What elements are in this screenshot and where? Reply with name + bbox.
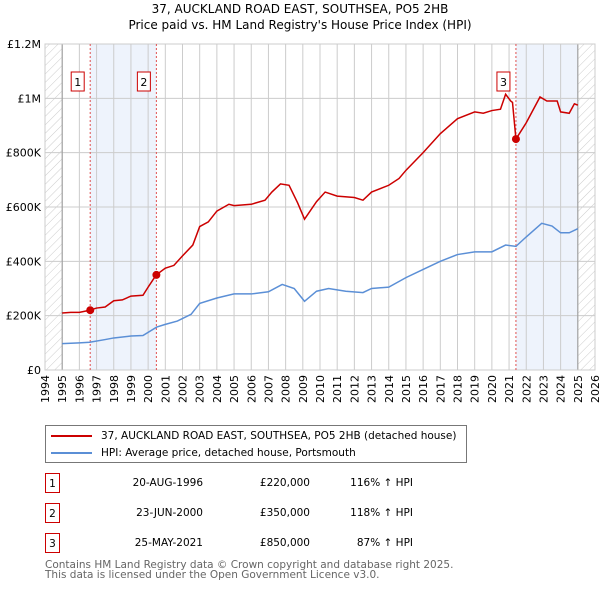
y-tick-label: £800K [6, 147, 42, 160]
x-tick-label: 2017 [434, 375, 447, 403]
sale-badge [136, 71, 151, 92]
property-price-line [62, 92, 579, 314]
plot-frame [44, 43, 596, 371]
sale-price: £350,000 [259, 507, 310, 519]
x-tick-label: 2013 [366, 375, 379, 403]
sale-date: 23-JUN-2000 [136, 507, 203, 519]
x-tick-label: 2016 [417, 375, 430, 403]
chart-subtitle: Price paid vs. HM Land Registry's House … [128, 18, 472, 32]
x-tick-label: 2009 [297, 375, 310, 403]
y-tick-label: £1.2M [7, 38, 41, 51]
sale-marker-label: 1 [45, 473, 60, 493]
sale-badge [70, 71, 85, 92]
sale-date: 25-MAY-2021 [134, 537, 203, 549]
x-tick-label: 1998 [108, 375, 121, 403]
sale-price: £220,000 [259, 477, 310, 489]
x-tick-label: 2010 [314, 375, 327, 403]
sale-badge-label: 3 [500, 76, 507, 89]
x-tick-label: 2006 [245, 375, 258, 403]
x-tick-label: 2000 [142, 375, 155, 403]
x-tick-label: 2018 [452, 375, 465, 403]
x-tick-label: 1999 [125, 375, 138, 403]
x-tick-label: 2014 [383, 375, 396, 403]
x-tick-label: 2007 [262, 375, 275, 403]
sale-point [511, 135, 520, 144]
y-tick-label: £400K [6, 255, 42, 268]
x-tick-label: 2011 [331, 375, 344, 403]
x-tick-label: 2003 [194, 375, 207, 403]
x-tick-label: 2021 [503, 375, 516, 403]
chart-title: 37, AUCKLAND ROAD EAST, SOUTHSEA, PO5 2H… [151, 2, 449, 16]
sale-price: £850,000 [259, 537, 310, 549]
x-tick-label: 2026 [589, 375, 600, 403]
x-tick-label: 2020 [486, 375, 499, 403]
y-tick-label: £200K [6, 310, 42, 323]
sale-badge [496, 71, 511, 92]
x-tick-label: 2019 [469, 375, 482, 403]
x-tick-label: 2008 [280, 375, 293, 403]
x-tick-label: 2024 [555, 375, 568, 403]
x-tick-label: 2023 [537, 375, 550, 403]
x-tick-label: 2002 [177, 375, 190, 403]
x-tick-label: 1995 [56, 375, 69, 403]
x-tick-label: 2025 [572, 375, 585, 403]
x-tick-label: 2015 [400, 375, 413, 403]
plot-area: 1994 1995 1996 1997 1998 1999 2000 2001 2002 2003… [6, 38, 600, 403]
sale-hpi: 116% ↑ HPI [350, 477, 413, 489]
sale-hpi: 87% ↑ HPI [356, 537, 413, 549]
x-tick-label: 2022 [520, 375, 533, 403]
sale-badge-label: 2 [140, 76, 147, 89]
legend: 37, AUCKLAND ROAD EAST, SOUTHSEA, PO5 2H… [45, 425, 467, 463]
y-tick-label: £0 [27, 364, 41, 377]
footer: Contains HM Land Registry data © Crown c… [45, 559, 454, 581]
sale-marker-label: 3 [45, 533, 60, 553]
x-tick-label: 1994 [39, 375, 52, 403]
x-tick-label: 2012 [348, 375, 361, 403]
y-tick-label: £1M [18, 92, 42, 105]
x-tick-label: 2004 [211, 375, 224, 403]
hpi-line [62, 222, 579, 345]
x-tick-label: 2001 [159, 375, 172, 403]
x-tick-label: 1997 [91, 375, 104, 403]
sale-date: 20-AUG-1996 [132, 477, 203, 489]
x-tick-label: 2005 [228, 375, 241, 403]
sale-point [86, 306, 95, 315]
sale-badge-label: 1 [74, 76, 81, 89]
sale-point [152, 270, 161, 279]
x-tick-label: 1996 [73, 375, 86, 403]
sale-hpi: 118% ↑ HPI [350, 507, 413, 519]
y-tick-label: £600K [6, 201, 42, 214]
sale-marker-label: 2 [45, 503, 60, 523]
